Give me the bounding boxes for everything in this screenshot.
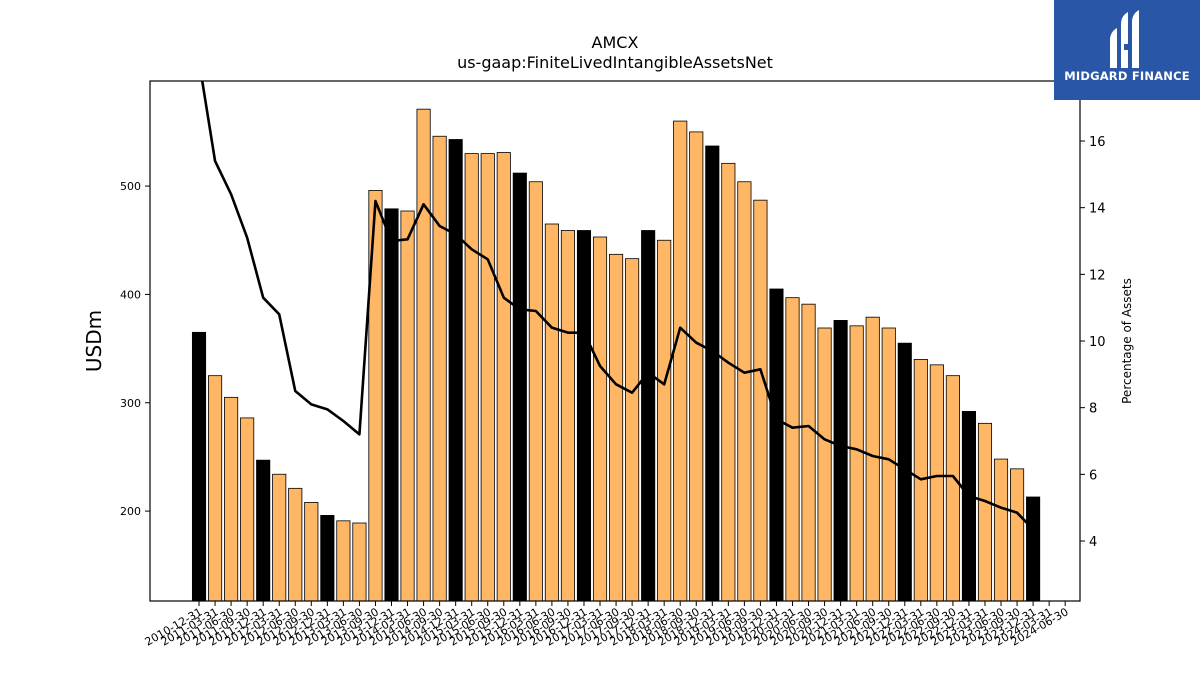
bar (512, 172, 527, 602)
bar (769, 288, 784, 602)
bar (416, 108, 431, 602)
bar (288, 487, 303, 602)
y-axis-right: 4 6 8 10 12 14 16 (1080, 135, 1106, 550)
logo-text: MIDGARD FINANCE (1064, 69, 1190, 83)
bar (432, 135, 447, 602)
bar (592, 236, 608, 602)
y-tick-label: 400 (120, 288, 141, 301)
bar (625, 258, 640, 602)
bar (480, 153, 495, 602)
bar (833, 320, 848, 602)
bar (689, 131, 704, 602)
bar (785, 297, 800, 602)
bar (544, 223, 559, 602)
y2-tick-label: 10 (1089, 335, 1106, 350)
bar (560, 230, 575, 602)
logo-mark-icon (1110, 10, 1139, 68)
bar (961, 411, 976, 602)
bar (191, 331, 207, 602)
bar (881, 327, 896, 602)
y2-tick-label: 8 (1089, 402, 1097, 417)
bar (817, 327, 832, 602)
bar (384, 208, 399, 602)
bar-series (191, 108, 1041, 602)
y2-axis-label: Percentage of Assets (1120, 278, 1134, 404)
bar (272, 473, 287, 602)
y2-tick-label: 6 (1089, 468, 1097, 483)
percentage-line (200, 81, 1035, 531)
y2-tick-label: 12 (1089, 268, 1106, 283)
bar (224, 396, 239, 602)
y-tick-label: 200 (120, 505, 141, 518)
bar (849, 325, 864, 602)
bar (528, 181, 543, 602)
bar (352, 522, 367, 602)
bar (929, 364, 944, 602)
y-axis-left: 200 300 400 500 (120, 180, 150, 518)
bar (208, 375, 223, 602)
chart-subtitle: us-gaap:FiniteLivedIntangibleAssetsNet (457, 53, 773, 72)
line-series (200, 81, 1035, 531)
bar (1026, 496, 1041, 602)
bar (641, 230, 656, 602)
bar (496, 152, 511, 602)
bar (464, 153, 479, 602)
bar (993, 458, 1009, 602)
bar (400, 210, 415, 602)
bar (320, 515, 335, 602)
bar (336, 520, 351, 602)
logo: MIDGARD FINANCE (1054, 0, 1200, 100)
bar (865, 316, 880, 602)
bar (657, 239, 672, 602)
y-tick-label: 500 (120, 180, 141, 193)
bar (801, 303, 816, 602)
bar (609, 253, 624, 602)
bar (304, 502, 319, 602)
x-axis: 2010-12-312011-03-312011-06-302011-09-30… (143, 601, 1071, 649)
y2-tick-label: 14 (1089, 202, 1106, 217)
bar (576, 230, 592, 602)
y-axis-label: USDm (82, 310, 106, 372)
y2-tick-label: 4 (1089, 535, 1097, 550)
chart-title: AMCX (592, 33, 639, 52)
bar (256, 459, 271, 602)
y-tick-label: 300 (120, 397, 141, 410)
bar (448, 139, 463, 602)
bar (721, 162, 736, 602)
bar (240, 417, 255, 602)
bar (753, 199, 768, 602)
bar (945, 375, 960, 602)
bar (977, 422, 993, 602)
bar (1010, 468, 1025, 602)
bar (705, 145, 720, 602)
y2-tick-label: 16 (1089, 135, 1106, 150)
bar (673, 120, 688, 602)
bar (737, 181, 752, 602)
